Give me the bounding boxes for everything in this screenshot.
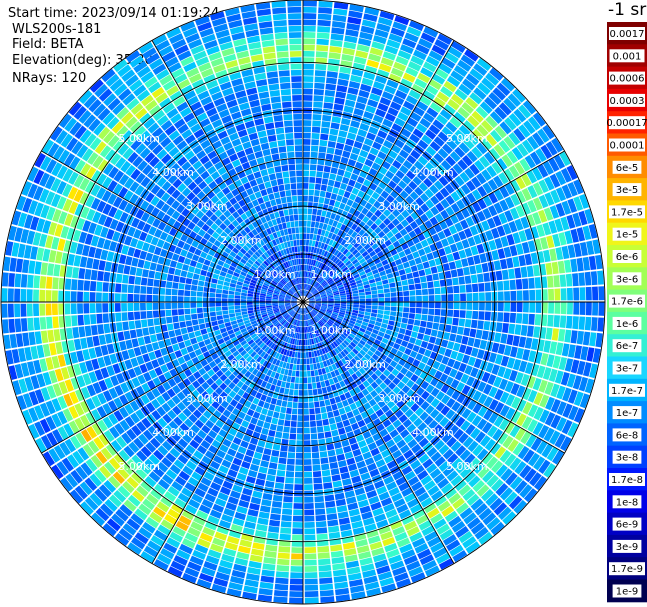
- range-ring-label: 5.00km: [118, 460, 160, 473]
- range-ring-label: 1.00km: [310, 268, 352, 281]
- colorbar-level-label: 1.7e-6: [611, 297, 643, 308]
- range-ring-label: 1.00km: [254, 324, 296, 337]
- range-ring-label: 5.00km: [118, 132, 160, 145]
- range-ring-label: 5.00km: [446, 132, 488, 145]
- colorbar-level-label: 1.7e-7: [611, 386, 643, 397]
- colorbar-unit-label: -1 sr: [608, 0, 647, 20]
- azimuth-line: [302, 301, 455, 564]
- meta-instrument: WLS200s-181: [12, 22, 102, 37]
- colorbar-level-label: 1e-8: [616, 497, 639, 508]
- range-ring-label: 4.00km: [152, 426, 194, 439]
- range-ring-label: 2.00km: [344, 234, 386, 247]
- colorbar-level-label: 1.7e-9: [611, 564, 643, 575]
- range-ring-label: 4.00km: [412, 426, 454, 439]
- range-ring-label: 5.00km: [446, 460, 488, 473]
- meta-start-time: Start time: 2023/09/14 01:19:24: [8, 6, 220, 21]
- colorbar-level-label: 3e-9: [616, 542, 639, 553]
- colorbar-level-label: 0.0003: [610, 96, 645, 107]
- colorbar-level-label: 3e-8: [616, 453, 639, 464]
- azimuth-line: [151, 301, 304, 564]
- range-ring-label: 3.00km: [186, 200, 228, 213]
- range-ring-label: 1.00km: [310, 324, 352, 337]
- beta-field: [1, 0, 605, 604]
- meta-field: Field: BETA: [12, 37, 84, 52]
- colorbar-level-label: 3e-5: [616, 185, 639, 196]
- range-ring-label: 3.00km: [186, 392, 228, 405]
- colorbar-level-label: 1.7e-5: [611, 207, 643, 218]
- azimuth-line: [302, 40, 455, 303]
- colorbar-level-label: 1e-7: [616, 408, 639, 419]
- azimuth-line: [302, 301, 565, 454]
- colorbar-level-label: 0.00017: [606, 118, 647, 129]
- colorbar-level-label: 1e-5: [616, 230, 639, 241]
- colorbar-level-label: 6e-8: [616, 430, 639, 441]
- colorbar-level-label: 0.001: [613, 51, 642, 62]
- azimuth-line: [302, 150, 565, 303]
- meta-nrays: NRays: 120: [12, 71, 87, 86]
- azimuth-line: [41, 301, 304, 454]
- colorbar-level-label: 1.7e-8: [611, 475, 643, 486]
- colorbar-level-label: 3e-6: [616, 274, 639, 285]
- range-ring-label: 2.00km: [344, 358, 386, 371]
- range-ring-label: 2.00km: [220, 358, 262, 371]
- colorbar-level-label: 0.0001: [610, 141, 645, 152]
- range-ring-labels: 1.00km 1.00km 1.00km 1.00km 2.00km 2.00km 2.00…: [118, 132, 487, 473]
- polar-grid: [0, 0, 606, 605]
- colorbar-level-label: 1e-9: [616, 587, 639, 598]
- colorbar-level-label: 6e-9: [616, 520, 639, 531]
- range-ring-label: 4.00km: [412, 166, 454, 179]
- azimuth-line: [41, 150, 304, 303]
- colorbar-level-label: 0.0006: [610, 74, 645, 85]
- colorbar-level-label: 6e-6: [616, 252, 639, 263]
- colorbar-level-label: 6e-5: [616, 163, 639, 174]
- colorbar: 0.0017 0.001 0.0006 0.0003 0.00017 0.0001 6e-5…: [606, 22, 647, 603]
- colorbar-level-label: 1e-6: [616, 319, 639, 330]
- range-ring-label: 2.00km: [220, 234, 262, 247]
- meta-elevation: Elevation(deg): 35.30: [12, 53, 153, 68]
- range-ring-label: 1.00km: [254, 268, 296, 281]
- colorbar-level-label: 0.0017: [610, 29, 645, 40]
- range-ring-label: 3.00km: [378, 392, 420, 405]
- range-ring-label: 3.00km: [378, 200, 420, 213]
- azimuth-line: [151, 40, 304, 303]
- range-ring-label: 4.00km: [152, 166, 194, 179]
- colorbar-level-label: 3e-7: [616, 364, 639, 375]
- colorbar-level-label: 6e-7: [616, 341, 639, 352]
